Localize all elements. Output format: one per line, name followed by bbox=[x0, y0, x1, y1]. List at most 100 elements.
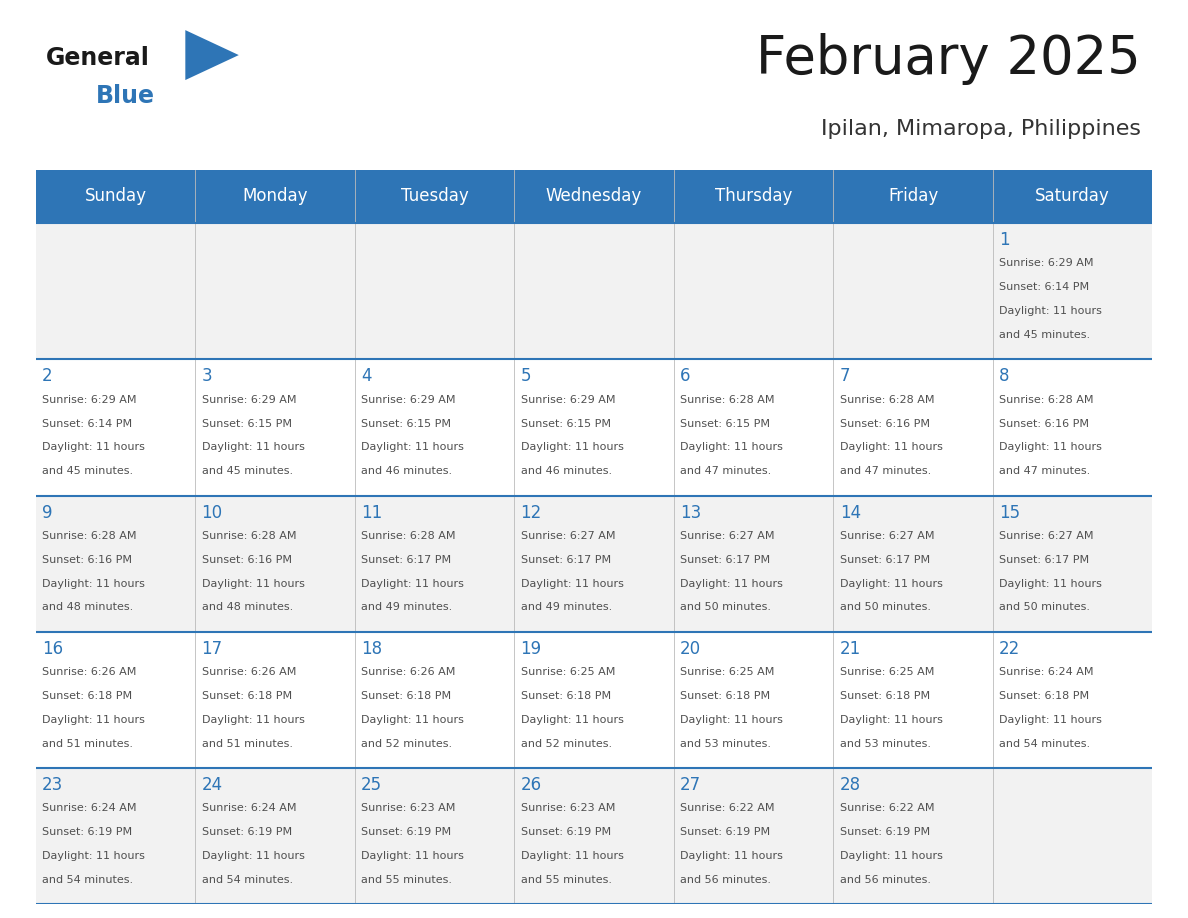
Text: Ipilan, Mimaropa, Philippines: Ipilan, Mimaropa, Philippines bbox=[821, 118, 1140, 139]
Text: Sunrise: 6:27 AM: Sunrise: 6:27 AM bbox=[520, 531, 615, 541]
Text: Daylight: 11 hours: Daylight: 11 hours bbox=[681, 442, 783, 453]
Text: Sunset: 6:15 PM: Sunset: 6:15 PM bbox=[681, 419, 770, 429]
Text: Sunrise: 6:29 AM: Sunrise: 6:29 AM bbox=[202, 395, 296, 405]
Text: Daylight: 11 hours: Daylight: 11 hours bbox=[999, 578, 1102, 588]
Text: Daylight: 11 hours: Daylight: 11 hours bbox=[42, 578, 145, 588]
Text: Daylight: 11 hours: Daylight: 11 hours bbox=[840, 442, 942, 453]
Text: Sunrise: 6:27 AM: Sunrise: 6:27 AM bbox=[840, 531, 934, 541]
Text: Sunset: 6:17 PM: Sunset: 6:17 PM bbox=[840, 554, 930, 565]
Text: Sunset: 6:17 PM: Sunset: 6:17 PM bbox=[681, 554, 770, 565]
Text: and 49 minutes.: and 49 minutes. bbox=[361, 602, 453, 612]
Text: Daylight: 11 hours: Daylight: 11 hours bbox=[202, 851, 304, 861]
Bar bbox=[36, 223, 1152, 359]
Text: Sunrise: 6:28 AM: Sunrise: 6:28 AM bbox=[361, 531, 455, 541]
Text: Sunset: 6:17 PM: Sunset: 6:17 PM bbox=[520, 554, 611, 565]
Text: Daylight: 11 hours: Daylight: 11 hours bbox=[42, 442, 145, 453]
Text: 17: 17 bbox=[202, 640, 222, 658]
Text: Daylight: 11 hours: Daylight: 11 hours bbox=[202, 442, 304, 453]
Text: 23: 23 bbox=[42, 777, 63, 794]
Text: Sunrise: 6:29 AM: Sunrise: 6:29 AM bbox=[520, 395, 615, 405]
Text: Sunrise: 6:25 AM: Sunrise: 6:25 AM bbox=[681, 667, 775, 677]
Text: Sunrise: 6:23 AM: Sunrise: 6:23 AM bbox=[361, 803, 455, 813]
Text: February 2025: February 2025 bbox=[756, 33, 1140, 85]
Text: and 45 minutes.: and 45 minutes. bbox=[202, 466, 292, 476]
Text: Sunrise: 6:23 AM: Sunrise: 6:23 AM bbox=[520, 803, 615, 813]
Text: Sunset: 6:18 PM: Sunset: 6:18 PM bbox=[681, 691, 770, 701]
Text: Sunrise: 6:25 AM: Sunrise: 6:25 AM bbox=[840, 667, 934, 677]
Text: 25: 25 bbox=[361, 777, 383, 794]
Text: Sunset: 6:18 PM: Sunset: 6:18 PM bbox=[42, 691, 132, 701]
Text: Daylight: 11 hours: Daylight: 11 hours bbox=[520, 851, 624, 861]
Text: Monday: Monday bbox=[242, 187, 308, 206]
Text: Sunset: 6:19 PM: Sunset: 6:19 PM bbox=[840, 827, 930, 837]
Text: Sunset: 6:17 PM: Sunset: 6:17 PM bbox=[361, 554, 451, 565]
Text: Sunrise: 6:24 AM: Sunrise: 6:24 AM bbox=[42, 803, 137, 813]
Text: and 50 minutes.: and 50 minutes. bbox=[999, 602, 1091, 612]
Text: 21: 21 bbox=[840, 640, 861, 658]
Text: 1: 1 bbox=[999, 231, 1010, 250]
Text: Sunrise: 6:22 AM: Sunrise: 6:22 AM bbox=[840, 803, 934, 813]
Text: Sunset: 6:18 PM: Sunset: 6:18 PM bbox=[520, 691, 611, 701]
Text: 16: 16 bbox=[42, 640, 63, 658]
Text: Sunrise: 6:27 AM: Sunrise: 6:27 AM bbox=[681, 531, 775, 541]
Text: Daylight: 11 hours: Daylight: 11 hours bbox=[999, 715, 1102, 725]
Text: Wednesday: Wednesday bbox=[545, 187, 643, 206]
Text: and 47 minutes.: and 47 minutes. bbox=[999, 466, 1091, 476]
Text: Sunrise: 6:29 AM: Sunrise: 6:29 AM bbox=[42, 395, 137, 405]
Text: 26: 26 bbox=[520, 777, 542, 794]
Text: Sunset: 6:14 PM: Sunset: 6:14 PM bbox=[999, 283, 1089, 292]
Text: Sunrise: 6:26 AM: Sunrise: 6:26 AM bbox=[42, 667, 137, 677]
Text: and 52 minutes.: and 52 minutes. bbox=[361, 739, 453, 749]
Text: 9: 9 bbox=[42, 504, 52, 521]
Text: 8: 8 bbox=[999, 367, 1010, 386]
Text: Daylight: 11 hours: Daylight: 11 hours bbox=[520, 578, 624, 588]
Text: and 54 minutes.: and 54 minutes. bbox=[202, 875, 292, 885]
Text: Sunset: 6:16 PM: Sunset: 6:16 PM bbox=[202, 554, 291, 565]
Text: Daylight: 11 hours: Daylight: 11 hours bbox=[42, 851, 145, 861]
Bar bbox=[36, 768, 1152, 904]
Text: Daylight: 11 hours: Daylight: 11 hours bbox=[42, 715, 145, 725]
Text: Sunset: 6:18 PM: Sunset: 6:18 PM bbox=[999, 691, 1089, 701]
Text: and 46 minutes.: and 46 minutes. bbox=[361, 466, 453, 476]
Text: Sunset: 6:19 PM: Sunset: 6:19 PM bbox=[520, 827, 611, 837]
Text: and 48 minutes.: and 48 minutes. bbox=[202, 602, 292, 612]
Text: Sunrise: 6:28 AM: Sunrise: 6:28 AM bbox=[681, 395, 775, 405]
Text: Sunrise: 6:27 AM: Sunrise: 6:27 AM bbox=[999, 531, 1094, 541]
Text: Sunset: 6:18 PM: Sunset: 6:18 PM bbox=[840, 691, 930, 701]
Text: Sunrise: 6:29 AM: Sunrise: 6:29 AM bbox=[999, 259, 1094, 268]
Text: and 50 minutes.: and 50 minutes. bbox=[840, 602, 930, 612]
Text: and 53 minutes.: and 53 minutes. bbox=[681, 739, 771, 749]
Text: Daylight: 11 hours: Daylight: 11 hours bbox=[681, 715, 783, 725]
Text: Sunset: 6:19 PM: Sunset: 6:19 PM bbox=[361, 827, 451, 837]
Text: and 46 minutes.: and 46 minutes. bbox=[520, 466, 612, 476]
Text: Sunset: 6:19 PM: Sunset: 6:19 PM bbox=[42, 827, 132, 837]
Text: Daylight: 11 hours: Daylight: 11 hours bbox=[361, 442, 465, 453]
Text: and 45 minutes.: and 45 minutes. bbox=[42, 466, 133, 476]
Text: Daylight: 11 hours: Daylight: 11 hours bbox=[361, 715, 465, 725]
Text: and 52 minutes.: and 52 minutes. bbox=[520, 739, 612, 749]
Bar bbox=[36, 496, 1152, 632]
Text: and 55 minutes.: and 55 minutes. bbox=[520, 875, 612, 885]
Text: Daylight: 11 hours: Daylight: 11 hours bbox=[681, 578, 783, 588]
Bar bbox=[36, 170, 1152, 223]
Text: Daylight: 11 hours: Daylight: 11 hours bbox=[681, 851, 783, 861]
Text: Sunset: 6:19 PM: Sunset: 6:19 PM bbox=[681, 827, 770, 837]
Text: Daylight: 11 hours: Daylight: 11 hours bbox=[520, 442, 624, 453]
Text: Sunset: 6:15 PM: Sunset: 6:15 PM bbox=[361, 419, 451, 429]
Text: Daylight: 11 hours: Daylight: 11 hours bbox=[520, 715, 624, 725]
Text: and 48 minutes.: and 48 minutes. bbox=[42, 602, 133, 612]
Text: 10: 10 bbox=[202, 504, 222, 521]
Text: and 56 minutes.: and 56 minutes. bbox=[840, 875, 930, 885]
Text: Sunrise: 6:26 AM: Sunrise: 6:26 AM bbox=[202, 667, 296, 677]
Text: Sunday: Sunday bbox=[84, 187, 146, 206]
Text: General: General bbox=[46, 46, 150, 70]
Text: Daylight: 11 hours: Daylight: 11 hours bbox=[202, 715, 304, 725]
Text: 6: 6 bbox=[681, 367, 690, 386]
Text: and 53 minutes.: and 53 minutes. bbox=[840, 739, 930, 749]
Text: Sunrise: 6:24 AM: Sunrise: 6:24 AM bbox=[999, 667, 1094, 677]
Text: Sunrise: 6:28 AM: Sunrise: 6:28 AM bbox=[840, 395, 934, 405]
Text: and 47 minutes.: and 47 minutes. bbox=[840, 466, 931, 476]
Text: Sunrise: 6:22 AM: Sunrise: 6:22 AM bbox=[681, 803, 775, 813]
Text: Sunrise: 6:28 AM: Sunrise: 6:28 AM bbox=[202, 531, 296, 541]
Text: 15: 15 bbox=[999, 504, 1020, 521]
